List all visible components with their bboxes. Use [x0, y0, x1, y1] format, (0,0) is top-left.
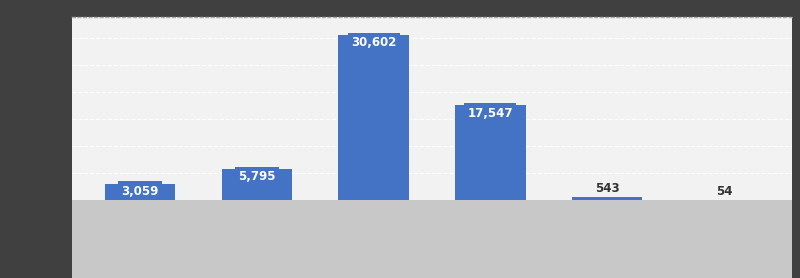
Text: 54: 54	[716, 185, 733, 198]
Bar	[338, 35, 409, 200]
Text: 5,795: 5,795	[238, 170, 275, 183]
Bar	[455, 105, 526, 200]
Text: 543: 543	[595, 182, 620, 195]
Bar	[105, 184, 175, 200]
Text: 3,059: 3,059	[121, 185, 158, 198]
Text: 30,602: 30,602	[351, 36, 396, 49]
Bar	[222, 169, 292, 200]
Bar	[572, 197, 642, 200]
Text: 17,547: 17,547	[468, 106, 513, 120]
